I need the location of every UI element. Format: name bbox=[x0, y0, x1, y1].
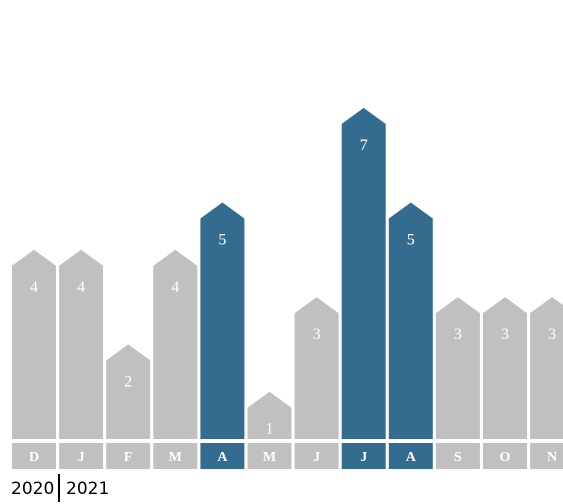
bar-1 bbox=[59, 249, 104, 439]
category-box-9 bbox=[435, 443, 480, 469]
category-label-10: O bbox=[500, 450, 511, 465]
bar-value-label-2: 2 bbox=[124, 373, 132, 390]
bar-value-label-3: 4 bbox=[171, 279, 179, 296]
bar-value-label-8: 5 bbox=[407, 232, 415, 249]
year-label-2020: 2020 bbox=[11, 479, 55, 499]
bar-10 bbox=[483, 297, 527, 439]
category-label-6: J bbox=[313, 450, 320, 465]
category-box-10 bbox=[483, 443, 527, 469]
category-label-11: N bbox=[547, 450, 557, 465]
bar-7 bbox=[341, 107, 386, 440]
bars-group: 4 4 2 4 5 1 3 7 5 3 3 3 bbox=[12, 107, 563, 440]
category-box-4 bbox=[200, 443, 245, 469]
category-label-2: F bbox=[124, 450, 133, 465]
bar-value-label-10: 3 bbox=[501, 326, 509, 343]
bar-value-label-11: 3 bbox=[548, 326, 556, 343]
year-divider bbox=[58, 474, 60, 502]
bar-8 bbox=[388, 202, 433, 439]
category-label-9: S bbox=[454, 450, 462, 465]
category-box-3 bbox=[153, 443, 198, 469]
category-box-6 bbox=[294, 443, 339, 469]
bar-4 bbox=[200, 202, 245, 439]
bar-value-label-1: 4 bbox=[77, 279, 85, 296]
category-box-11 bbox=[530, 443, 563, 469]
bar-0 bbox=[12, 249, 56, 439]
bar-value-label-0: 4 bbox=[30, 279, 38, 296]
bar-value-label-9: 3 bbox=[454, 326, 462, 343]
category-box-0 bbox=[12, 443, 56, 469]
year-label-2021: 2021 bbox=[66, 479, 110, 499]
bar-9 bbox=[435, 297, 480, 439]
bar-value-label-6: 3 bbox=[313, 326, 321, 343]
bar-2 bbox=[106, 344, 151, 439]
bar-11 bbox=[530, 297, 563, 439]
bar-value-label-5: 1 bbox=[266, 421, 274, 438]
category-box-1 bbox=[59, 443, 104, 469]
category-box-7 bbox=[341, 443, 386, 469]
bar-6 bbox=[294, 297, 339, 439]
category-label-0: D bbox=[29, 450, 39, 465]
category-box-8 bbox=[388, 443, 433, 469]
bar-value-label-7: 7 bbox=[360, 137, 368, 154]
category-box-2 bbox=[106, 443, 151, 469]
category-label-7: J bbox=[360, 450, 367, 465]
category-label-5: M bbox=[263, 450, 276, 465]
bar-3 bbox=[153, 249, 198, 439]
bar-value-label-4: 5 bbox=[218, 232, 226, 249]
category-box-5 bbox=[247, 443, 292, 469]
category-label-1: J bbox=[78, 450, 85, 465]
bar-5 bbox=[247, 391, 292, 439]
category-label-4: A bbox=[217, 450, 228, 465]
category-label-8: A bbox=[406, 450, 417, 465]
category-label-3: M bbox=[169, 450, 182, 465]
